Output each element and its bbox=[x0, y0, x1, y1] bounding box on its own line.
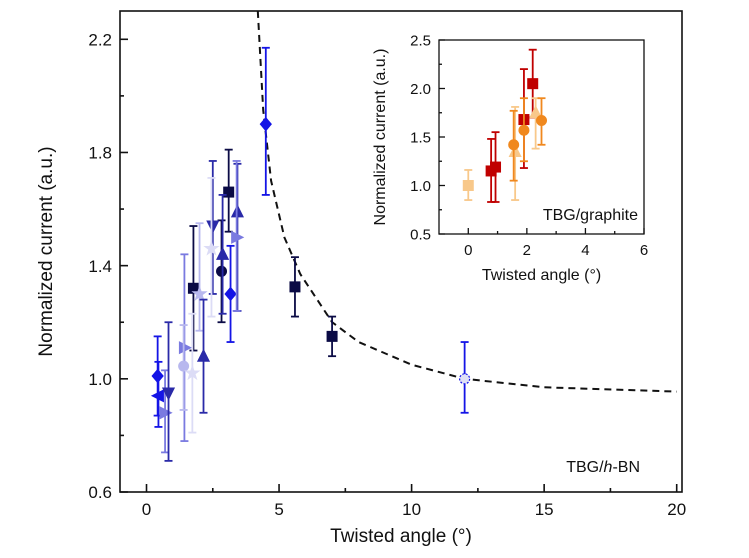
data-point bbox=[161, 321, 176, 462]
data-point bbox=[187, 225, 199, 352]
data-point bbox=[216, 194, 230, 315]
annotation-part: -BN bbox=[612, 459, 640, 476]
star-marker bbox=[191, 285, 208, 301]
data-point bbox=[459, 341, 471, 414]
data-point bbox=[159, 369, 173, 454]
circle-marker bbox=[178, 360, 190, 372]
x-tick-label: 20 bbox=[667, 500, 686, 519]
square-marker bbox=[490, 161, 502, 173]
inset-background bbox=[372, 18, 672, 293]
y-tick-label: 2.5 bbox=[410, 32, 431, 49]
x-tick-label: 6 bbox=[640, 242, 648, 259]
x-tick-label: 0 bbox=[464, 242, 472, 259]
y-tick-label: 2.0 bbox=[410, 81, 431, 98]
x-tick-label: 10 bbox=[402, 500, 421, 519]
x-tick-label: 0 bbox=[142, 500, 151, 519]
inset-plot: 0 2 4 6 0.5 1.0 1.5 2.0 2.5 Twisted angle (°) Norm… bbox=[372, 32, 648, 284]
data-point bbox=[462, 169, 474, 201]
star-marker bbox=[184, 364, 201, 381]
plot-frame bbox=[119, 10, 683, 493]
y-tick-label: 1.0 bbox=[410, 178, 431, 195]
y-tick-label: 1.4 bbox=[88, 257, 112, 276]
data-point bbox=[518, 97, 530, 163]
circle-marker bbox=[216, 265, 228, 277]
data-point bbox=[326, 315, 338, 358]
data-point bbox=[223, 148, 235, 233]
data-point bbox=[508, 109, 520, 182]
y-tick-label: 1.0 bbox=[88, 370, 112, 389]
annotation-part: TBG/ bbox=[566, 459, 604, 476]
square-marker bbox=[326, 330, 338, 342]
data-point bbox=[178, 324, 190, 411]
square-marker bbox=[462, 180, 474, 191]
data-point bbox=[536, 97, 547, 146]
data-point bbox=[203, 177, 220, 318]
triangle-up-marker bbox=[216, 246, 230, 260]
square-marker bbox=[527, 78, 539, 90]
data-point bbox=[289, 256, 301, 318]
y-tick-label: 1.8 bbox=[88, 144, 112, 163]
circle-marker bbox=[508, 139, 520, 151]
triangle-left-marker bbox=[150, 389, 164, 403]
circle-marker bbox=[536, 115, 547, 127]
data-point bbox=[224, 244, 237, 343]
data-point bbox=[184, 312, 201, 434]
y-tick-label: 1.5 bbox=[410, 129, 431, 146]
data-point bbox=[231, 160, 245, 312]
y-tick-label: 0.5 bbox=[410, 226, 431, 243]
circle-marker bbox=[518, 124, 530, 136]
y-tick-label: 0.6 bbox=[88, 483, 112, 502]
x-tick-label: 2 bbox=[523, 242, 531, 259]
triangle-right-marker bbox=[231, 230, 245, 244]
square-marker bbox=[289, 281, 301, 293]
triangle-down-marker bbox=[161, 387, 176, 401]
square-marker bbox=[187, 282, 199, 294]
data-point bbox=[178, 253, 193, 442]
data-point bbox=[259, 46, 272, 196]
circle-open-marker bbox=[459, 373, 471, 385]
diamond-marker bbox=[259, 116, 272, 132]
square-marker bbox=[223, 186, 235, 198]
triangle-right-marker bbox=[159, 406, 173, 420]
triangle-right-marker bbox=[178, 341, 193, 355]
y-axis-label: Normalized current (a.u.) bbox=[372, 49, 389, 226]
panel-annotation: TBG/h-BN bbox=[566, 459, 640, 476]
data-point bbox=[191, 222, 208, 332]
y-tick-label: 2.2 bbox=[88, 30, 112, 49]
x-axis-label: Twisted angle (°) bbox=[482, 267, 601, 284]
panel-annotation: TBG/graphite bbox=[543, 207, 638, 224]
data-point bbox=[529, 97, 543, 150]
data-point bbox=[196, 298, 211, 414]
annotation-part: h bbox=[604, 459, 613, 476]
data-point bbox=[206, 160, 220, 295]
x-tick-label: 4 bbox=[581, 242, 589, 259]
data-point bbox=[216, 219, 228, 324]
diamond-marker bbox=[224, 286, 237, 302]
data-point bbox=[508, 106, 522, 201]
data-point bbox=[490, 131, 502, 203]
triangle-down-marker bbox=[206, 220, 220, 234]
y-axis-label: Normalized current (a.u.) bbox=[36, 146, 57, 356]
x-tick-label: 15 bbox=[535, 500, 554, 519]
data-point bbox=[150, 360, 164, 428]
triangle-up-marker bbox=[529, 105, 543, 119]
x-axis-label: Twisted angle (°) bbox=[330, 526, 472, 547]
star-marker bbox=[203, 240, 220, 256]
triangle-up-marker bbox=[196, 348, 211, 362]
triangle-up-marker bbox=[508, 143, 522, 158]
x-tick-label: 5 bbox=[274, 500, 283, 519]
